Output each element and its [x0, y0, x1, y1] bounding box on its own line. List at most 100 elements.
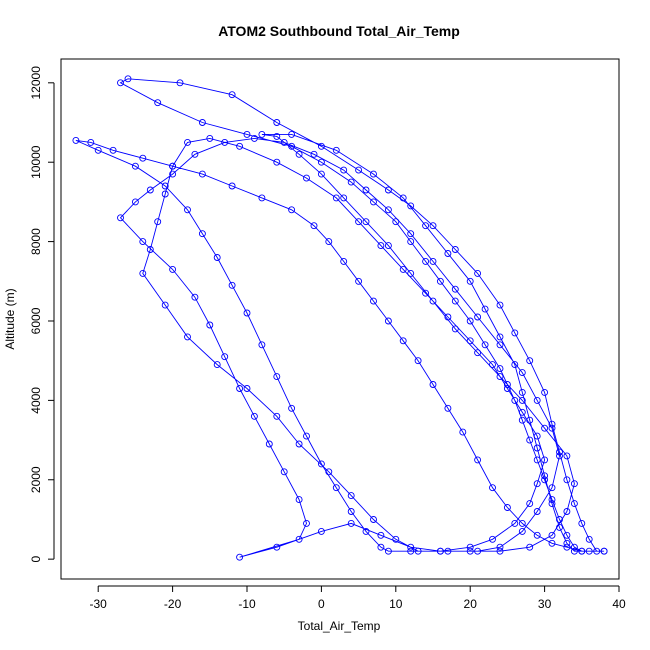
data-point: [496, 547, 504, 555]
data-point: [496, 341, 504, 349]
data-point: [198, 230, 206, 238]
data-point: [548, 484, 556, 492]
data-point: [288, 142, 296, 150]
data-point: [384, 317, 392, 325]
data-point: [563, 543, 571, 551]
data-point: [548, 496, 556, 504]
data-point: [377, 531, 385, 539]
data-point: [332, 146, 340, 154]
data-point: [243, 309, 251, 317]
data-point: [556, 452, 563, 460]
data-point: [407, 238, 415, 246]
data-point: [436, 277, 444, 285]
data-point: [228, 281, 236, 289]
data-point: [288, 404, 296, 412]
data-point: [384, 206, 392, 214]
data-point: [526, 500, 534, 508]
data-point: [474, 349, 482, 357]
data-point: [169, 265, 177, 273]
data-point: [265, 440, 273, 448]
data-point: [362, 186, 370, 194]
data-point: [533, 480, 541, 488]
x-tick-label: -10: [238, 597, 256, 611]
data-point: [556, 448, 563, 456]
data-point: [303, 432, 310, 440]
data-point: [548, 500, 556, 508]
data-point: [496, 543, 504, 551]
data-point: [243, 385, 251, 392]
data-point: [548, 531, 556, 539]
data-point: [139, 269, 147, 277]
data-point: [503, 385, 511, 392]
data-point: [399, 265, 407, 273]
data-point: [362, 218, 370, 226]
data-point: [303, 174, 310, 182]
data-point: [250, 134, 258, 142]
data-point: [444, 313, 452, 321]
data-point: [273, 132, 281, 140]
data-point: [146, 186, 154, 194]
data-point: [570, 543, 578, 551]
data-point: [570, 480, 578, 488]
data-point: [436, 547, 444, 555]
x-tick-label: 40: [612, 597, 626, 611]
data-point: [310, 222, 318, 230]
data-point: [384, 186, 392, 194]
data-point: [213, 361, 221, 369]
data-point: [407, 230, 415, 238]
data-point: [332, 194, 340, 202]
data-point: [563, 508, 571, 515]
data-point: [474, 456, 482, 464]
data-point: [518, 388, 526, 396]
data-point: [570, 500, 578, 508]
data-point: [184, 206, 191, 214]
data-point: [317, 158, 325, 166]
data-point: [407, 269, 415, 277]
data-point: [198, 170, 206, 178]
data-point: [347, 519, 355, 527]
data-point: [213, 254, 221, 261]
x-tick-label: 20: [464, 597, 478, 611]
data-point: [392, 535, 400, 543]
data-point: [466, 543, 474, 551]
data-point: [169, 170, 177, 178]
data-point: [466, 317, 474, 325]
data-point: [288, 130, 296, 138]
data-point: [370, 198, 377, 206]
data-point: [325, 238, 333, 246]
data-point: [124, 75, 132, 83]
data-point: [496, 301, 504, 309]
data-point: [131, 162, 139, 170]
data-point: [429, 222, 437, 230]
data-point: [451, 246, 459, 253]
data-point: [414, 357, 422, 365]
data-point: [429, 297, 437, 305]
data-point: [533, 456, 541, 464]
data-point: [451, 297, 459, 305]
data-point: [593, 547, 601, 555]
data-point: [556, 523, 563, 531]
data-point: [72, 136, 80, 144]
data-point: [474, 269, 482, 277]
data-point: [563, 476, 571, 484]
data-point: [154, 218, 162, 226]
series-line: [75, 78, 605, 558]
data-point: [585, 535, 593, 543]
data-point: [198, 119, 206, 126]
data-point: [191, 293, 199, 301]
data-point: [295, 496, 303, 504]
data-point: [474, 313, 482, 321]
data-point: [131, 198, 139, 206]
data-point: [161, 190, 169, 198]
data-point: [273, 543, 281, 551]
data-point: [191, 150, 199, 158]
data-point: [541, 476, 549, 484]
data-point: [161, 301, 169, 309]
data-point: [184, 333, 191, 341]
data-point: [362, 527, 370, 535]
data-point: [541, 388, 549, 396]
y-tick-label: 12000: [29, 66, 43, 100]
data-point: [236, 385, 244, 392]
data-point: [563, 531, 571, 539]
data-point: [474, 547, 482, 555]
